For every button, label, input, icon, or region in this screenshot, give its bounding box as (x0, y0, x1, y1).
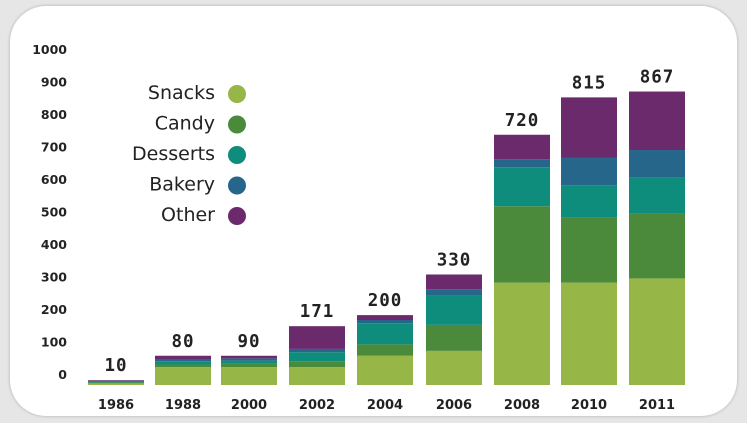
bar-segment-snacks-2004 (357, 355, 413, 385)
bar-segment-desserts-2011 (629, 177, 685, 214)
bar-segment-desserts-1986 (88, 381, 144, 383)
bar-segment-bakery-2002 (289, 348, 345, 353)
bar-total-label: 330 (437, 251, 472, 271)
legend-label-candy: Candy (155, 113, 215, 135)
y-tick-label: 300 (41, 270, 67, 285)
y-tick-label: 700 (41, 140, 67, 155)
bar-segment-bakery-2010 (561, 157, 617, 186)
y-axis: 0 100 200 300 400 500 600 700 800 900 1000 (32, 42, 67, 382)
bar-segment-other-2002 (289, 326, 345, 349)
bar-segment-candy-2000 (221, 363, 277, 368)
x-tick-label: 2011 (639, 398, 675, 413)
bar-total-label: 10 (104, 356, 127, 376)
bar-total-label: 200 (368, 291, 403, 311)
bar-segment-other-2006 (426, 274, 482, 290)
bars (88, 91, 685, 385)
bar-segment-candy-2002 (289, 361, 345, 368)
bar-segment-other-2000 (221, 355, 277, 359)
legend-swatch-snacks (228, 85, 246, 103)
bar-segment-other-2004 (357, 315, 413, 320)
legend-label-desserts: Desserts (132, 143, 215, 165)
bar-segment-snacks-2006 (426, 350, 482, 385)
legend: Snacks Candy Desserts Bakery Other (132, 82, 246, 226)
bar-segment-snacks-2008 (494, 282, 550, 385)
y-tick-label: 100 (41, 335, 67, 350)
x-tick-label: 2004 (367, 398, 403, 413)
bar-segment-other-2011 (629, 91, 685, 151)
legend-label-snacks: Snacks (148, 82, 215, 104)
bar-segment-snacks-1986 (88, 383, 144, 385)
x-tick-label: 2000 (231, 398, 267, 413)
bar-segment-snacks-1988 (155, 367, 211, 385)
bar-segment-desserts-1988 (155, 361, 211, 365)
y-tick-label: 800 (41, 107, 67, 122)
bar-segment-candy-2011 (629, 213, 685, 279)
bar-segment-bakery-2006 (426, 289, 482, 296)
y-tick-label: 200 (41, 302, 67, 317)
y-tick-label: 600 (41, 172, 67, 187)
y-tick-label: 900 (41, 75, 67, 90)
bar-segment-candy-2004 (357, 344, 413, 356)
bar-segment-candy-1986 (88, 382, 144, 384)
legend-swatch-bakery (228, 176, 246, 195)
bar-total-label: 80 (171, 332, 194, 352)
bar-segment-desserts-2008 (494, 167, 550, 207)
bar-total-label: 90 (237, 332, 260, 352)
bar-segment-desserts-2000 (221, 360, 277, 364)
bar-segment-desserts-2002 (289, 352, 345, 362)
bar-segment-other-1988 (155, 355, 211, 359)
y-tick-label: 500 (41, 205, 67, 220)
x-tick-label: 2006 (436, 398, 472, 413)
y-tick-label: 400 (41, 237, 67, 252)
bar-total-label: 171 (300, 302, 335, 322)
bar-segment-candy-2008 (494, 206, 550, 283)
bar-segment-other-2010 (561, 97, 617, 158)
bar-segment-candy-2010 (561, 217, 617, 283)
bar-segment-snacks-2002 (289, 367, 345, 385)
bar-segment-desserts-2010 (561, 185, 617, 218)
bar-segment-bakery-2011 (629, 150, 685, 178)
y-tick-label: 0 (58, 367, 67, 382)
x-tick-label: 2010 (571, 398, 607, 413)
bar-totals: 10 80 90 171 200 330 720 815 867 (104, 68, 675, 377)
bar-segment-bakery-2000 (221, 358, 277, 361)
bar-segment-snacks-2011 (629, 278, 685, 385)
legend-swatch-candy (228, 115, 246, 134)
bar-segment-bakery-2004 (357, 320, 413, 324)
bar-segment-bakery-1986 (88, 380, 144, 382)
bar-segment-snacks-2010 (561, 282, 617, 385)
bar-segment-other-2008 (494, 134, 550, 160)
x-axis: 1986 1988 2000 2002 2004 2006 2008 2010 2011 (98, 398, 675, 413)
x-tick-label: 1986 (98, 398, 134, 413)
bar-segment-desserts-2004 (357, 323, 413, 345)
legend-label-other: Other (161, 204, 215, 226)
bar-segment-bakery-2008 (494, 159, 550, 168)
legend-swatch-other (228, 207, 246, 225)
bar-segment-candy-2006 (426, 324, 482, 351)
bar-segment-other-1986 (88, 380, 144, 381)
legend-label-bakery: Bakery (149, 174, 215, 196)
y-tick-label: 1000 (32, 42, 67, 57)
x-tick-label: 2008 (504, 398, 540, 413)
legend-swatch-desserts (228, 146, 246, 164)
bar-segment-desserts-2006 (426, 295, 482, 325)
bar-total-label: 815 (572, 73, 607, 93)
bar-segment-bakery-1988 (155, 359, 211, 362)
bar-total-label: 720 (505, 111, 540, 131)
x-tick-label: 1988 (165, 398, 201, 413)
bar-segment-candy-1988 (155, 364, 211, 368)
x-tick-label: 2002 (299, 398, 335, 413)
bar-total-label: 867 (640, 68, 675, 88)
bar-segment-snacks-2000 (221, 367, 277, 385)
